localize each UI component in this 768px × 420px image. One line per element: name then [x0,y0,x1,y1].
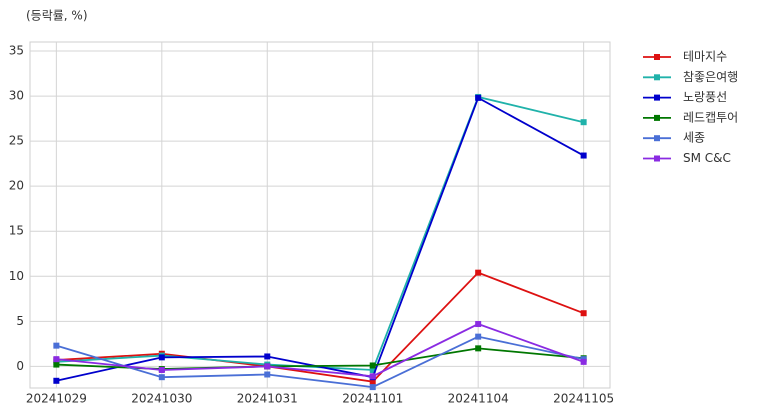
point [53,361,60,368]
legend-marker [654,155,660,162]
legend-label: 레드캡투어 [683,110,738,124]
point [369,373,376,380]
legend-label: 참좋은여행 [683,69,738,84]
x-tick-label: 20241030 [131,392,192,406]
y-tick-label: 15 [9,224,24,238]
point [369,366,376,373]
y-tick-label: 10 [9,269,24,283]
point [369,362,376,369]
y-tick-label: 35 [9,44,24,58]
x-tick-label: 20241031 [237,392,298,406]
point [475,269,482,276]
legend-marker [654,114,660,121]
point [580,119,587,126]
point [475,333,482,340]
point [580,152,587,159]
series-line [56,95,584,371]
point [53,342,60,349]
y-axis-label: (등락률, %) [26,9,88,23]
legend-label: 세종 [683,131,705,145]
legend-label: 테마지수 [683,50,727,64]
point [264,371,271,378]
series-line [56,271,584,383]
point [158,374,165,381]
series-line [56,96,585,382]
x-tick-label: 20241101 [342,392,403,406]
legend-label: 노랑풍선 [683,90,727,104]
legend-label: SM C&C [683,151,731,165]
legend-marker [654,74,660,81]
point [369,378,376,385]
point [475,345,482,352]
legend-marker [654,94,660,101]
series-line [56,323,584,378]
plot-frame [29,41,611,389]
y-tick-label: 30 [9,89,24,103]
point [475,94,482,101]
point [53,377,60,384]
legend-marker [654,54,660,60]
point [369,384,376,391]
x-tick-label: 20241105 [553,392,614,406]
point [264,363,271,370]
y-tick-label: 5 [16,314,24,328]
y-tick-label: 0 [16,359,24,373]
point [580,310,587,317]
point [580,358,587,365]
legend-marker [654,135,660,142]
x-tick-label: 20241029 [26,392,87,406]
point [158,354,165,361]
point [158,366,165,373]
x-tick-label: 20241104 [448,392,509,406]
point [475,321,482,328]
point [264,353,271,360]
y-tick-label: 20 [9,179,24,193]
y-tick-label: 25 [9,134,24,148]
series-line [56,335,584,389]
point [53,356,60,363]
